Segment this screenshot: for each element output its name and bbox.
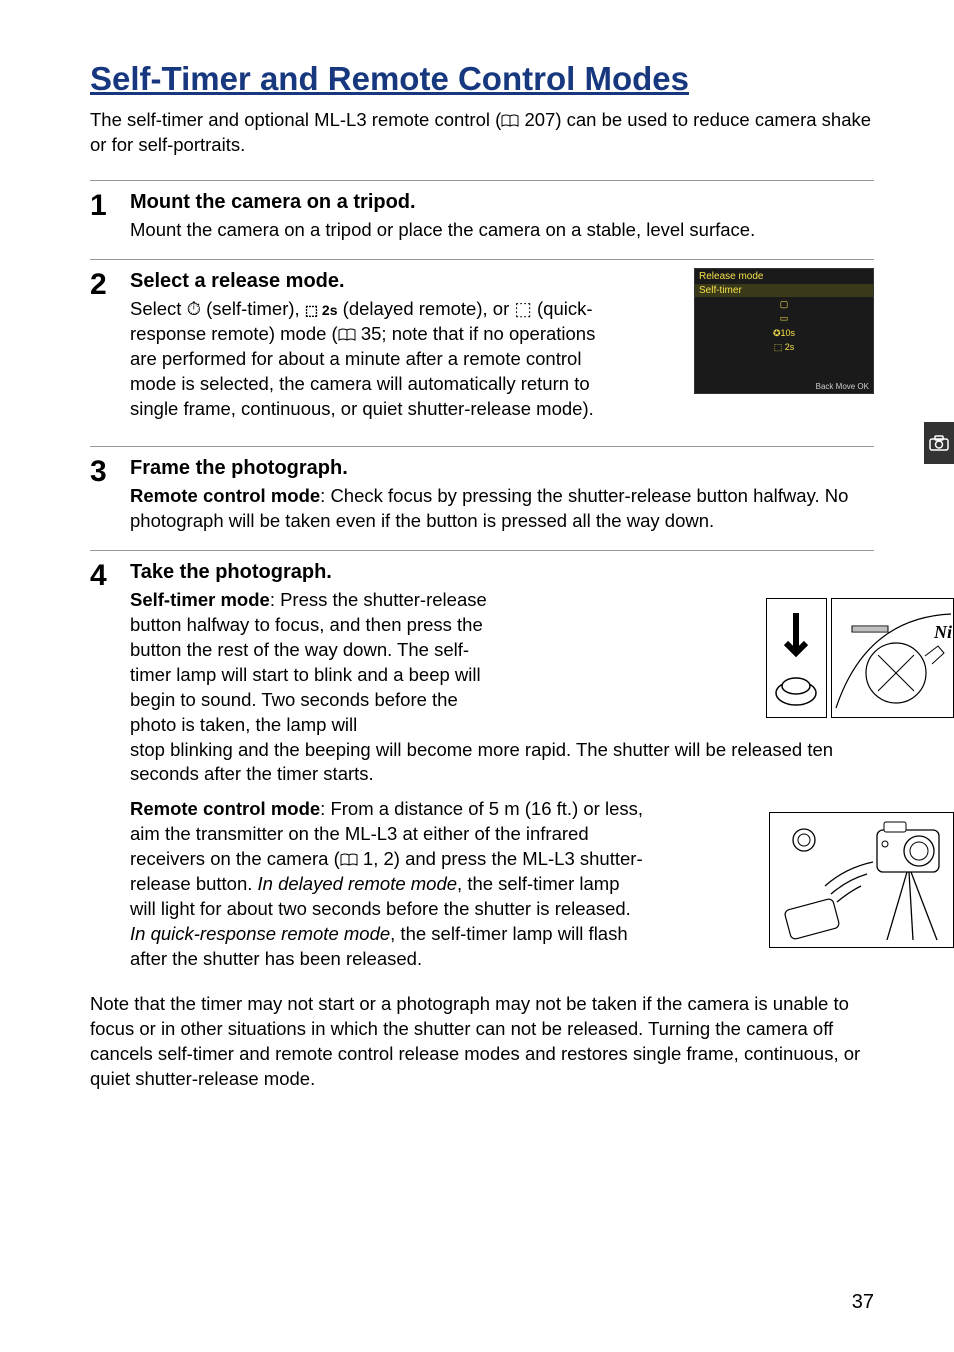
- page-ref: 1, 2: [363, 848, 394, 869]
- intro-paragraph: The self-timer and optional ML-L3 remote…: [90, 108, 874, 158]
- menu-opt: ▢: [773, 297, 795, 311]
- menu-opt: ▭: [773, 311, 795, 325]
- divider: [90, 446, 874, 447]
- intro-text-a: The self-timer and optional ML-L3 remote…: [90, 109, 501, 130]
- step-heading: Mount the camera on a tripod.: [130, 189, 874, 216]
- mode-italic: In quick-response remote mode: [130, 923, 390, 944]
- screenshot-menu: ▢ ▭ ✪10s ⬚ 2s: [773, 297, 795, 355]
- mode-label: Remote control mode: [130, 798, 320, 819]
- step-heading: Take the photograph.: [130, 559, 874, 586]
- text-fragment: stop blinking and the beeping will becom…: [130, 739, 833, 785]
- divider: [90, 550, 874, 551]
- step-2: 2 Select a release mode. Select ⏱ (self-…: [90, 268, 874, 428]
- intro-ref: 207: [524, 109, 555, 130]
- book-icon: [501, 114, 519, 128]
- text-fragment: (delayed remote), or: [338, 298, 515, 319]
- mode-label: Remote control mode: [130, 485, 320, 506]
- text-fragment: : Press the shutter-release button halfw…: [130, 589, 487, 735]
- step-heading: Frame the photograph.: [130, 455, 874, 482]
- mode-italic: In delayed remote mode: [258, 873, 458, 894]
- book-icon: [340, 853, 358, 867]
- step-text: Remote control mode: Check focus by pres…: [130, 484, 874, 534]
- step-number: 4: [90, 559, 130, 591]
- text-fragment: Select: [130, 298, 187, 319]
- delayed-remote-icon: ⬚ 2s: [305, 302, 338, 318]
- divider: [90, 259, 874, 260]
- screenshot-header: Release mode: [695, 269, 873, 284]
- mode-label: Self-timer mode: [130, 589, 270, 610]
- page-number: 37: [852, 1291, 874, 1314]
- ni-label: Ni: [933, 622, 952, 642]
- book-icon: [338, 328, 356, 342]
- shutter-press-diagram: Ni: [766, 598, 954, 718]
- self-timer-icon: ⏱: [187, 298, 201, 319]
- step-text: Mount the camera on a tripod or place th…: [130, 218, 874, 243]
- step-4: 4 Take the photograph. Self-timer mode: …: [90, 559, 874, 979]
- step-3: 3 Frame the photograph. Remote control m…: [90, 455, 874, 540]
- page-title: Self-Timer and Remote Control Modes: [90, 60, 874, 98]
- remote-control-diagram: [769, 812, 954, 948]
- step-1: 1 Mount the camera on a tripod. Mount th…: [90, 189, 874, 249]
- quick-remote-icon: ⬚: [514, 298, 531, 319]
- step-text: Remote control mode: From a distance of …: [130, 797, 874, 972]
- screenshot-footer: Back Move OK: [816, 382, 869, 391]
- divider: [90, 180, 874, 181]
- screenshot-subheader: Self-timer: [695, 284, 873, 297]
- release-mode-screenshot: Release mode Self-timer ▢ ▭ ✪10s ⬚ 2s Ba…: [694, 268, 874, 394]
- text-fragment: (self-timer),: [201, 298, 305, 319]
- page-ref: 35: [361, 323, 382, 344]
- step-number: 2: [90, 268, 130, 300]
- menu-opt: ✪10s: [773, 326, 795, 340]
- step-text: Self-timer mode: Press the shutter-relea…: [130, 588, 874, 788]
- menu-opt: ⬚ 2s: [773, 340, 795, 354]
- camera-icon: [929, 435, 949, 451]
- section-tab: [924, 422, 954, 464]
- step-number: 1: [90, 189, 130, 221]
- step-number: 3: [90, 455, 130, 487]
- closing-note: Note that the timer may not start or a p…: [90, 992, 874, 1092]
- step-text: Select ⏱ (self-timer), ⬚ 2s (delayed rem…: [130, 297, 620, 422]
